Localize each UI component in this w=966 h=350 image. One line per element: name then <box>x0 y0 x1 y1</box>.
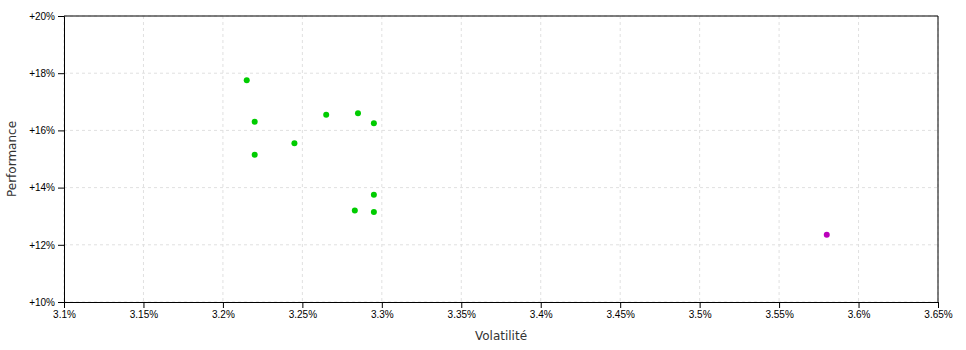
tick: +10% <box>29 297 64 308</box>
tick-mark <box>58 188 64 189</box>
tick: +18% <box>29 68 64 79</box>
tick-label: +10% <box>29 297 55 308</box>
tick-label: 3.6% <box>848 309 871 320</box>
grid-line-x <box>381 16 382 302</box>
grid-line-x <box>540 16 541 302</box>
tick-label: 3.3% <box>371 309 394 320</box>
tick-mark <box>58 130 64 131</box>
tick-mark <box>541 302 542 308</box>
tick-label: 3.15% <box>130 309 158 320</box>
tick: +12% <box>29 240 64 251</box>
tick-mark <box>382 302 383 308</box>
grid-line-x <box>143 16 144 302</box>
tick-label: +20% <box>29 11 55 22</box>
tick: 3.25% <box>289 302 317 320</box>
tick-mark <box>779 302 780 308</box>
tick-mark <box>223 302 224 308</box>
tick-label: 3.55% <box>765 309 793 320</box>
grid-line-y <box>64 73 938 74</box>
grid-line-x <box>222 16 223 302</box>
tick-mark <box>58 16 64 17</box>
plot: 3.1% 3.15% 3.2% 3.25% 3.3% 3.35% 3.4% 3.45% 3.5%… <box>29 11 953 320</box>
point <box>291 140 297 146</box>
tick-label: 3.1% <box>53 309 76 320</box>
tick: 3.55% <box>765 302 793 320</box>
tick-mark <box>700 302 701 308</box>
axis-line <box>58 17 65 303</box>
point <box>824 232 830 238</box>
tick: 3.3% <box>371 302 394 320</box>
tick: 3.2% <box>212 302 235 320</box>
point <box>244 77 250 83</box>
point <box>252 152 258 158</box>
tick-mark <box>859 302 860 308</box>
point <box>371 192 377 198</box>
tick-label: 3.4% <box>530 309 553 320</box>
y-axis-title: Performance <box>5 121 19 197</box>
x-axis: 3.1% 3.15% 3.2% 3.25% 3.3% 3.35% 3.4% 3.45% 3.5%… <box>53 302 953 320</box>
grid-line-x <box>302 16 303 302</box>
tick-mark <box>461 302 462 308</box>
tick-label: 3.45% <box>607 309 635 320</box>
tick: 3.65% <box>924 302 952 320</box>
tick: +14% <box>29 182 64 193</box>
chart: 3.1% 3.15% 3.2% 3.25% 3.3% 3.35% 3.4% 3.45% 3.5%… <box>0 0 966 350</box>
y-axis: +10% +12% +14% +16% +18% +20% <box>29 11 64 308</box>
grid-line-x <box>461 16 462 302</box>
tick: +16% <box>29 125 64 136</box>
tick-mark <box>620 302 621 308</box>
tick-label: 3.25% <box>289 309 317 320</box>
tick: 3.35% <box>448 302 476 320</box>
tick-mark <box>143 302 144 308</box>
tick-mark <box>58 302 64 303</box>
tick-mark <box>938 302 939 308</box>
grid-line-x <box>779 16 780 302</box>
grid-line-x <box>858 16 859 302</box>
point <box>371 209 377 215</box>
tick-label: +12% <box>29 240 55 251</box>
tick-label: +18% <box>29 68 55 79</box>
grid <box>64 16 938 302</box>
points <box>244 77 830 237</box>
grid-line-x <box>938 16 939 302</box>
tick-mark <box>58 245 64 246</box>
tick-mark <box>302 302 303 308</box>
point <box>355 110 361 116</box>
grid-line-x <box>620 16 621 302</box>
grid-line-y <box>64 130 938 131</box>
frame <box>938 16 939 302</box>
tick-label: 3.65% <box>924 309 952 320</box>
tick: 3.6% <box>848 302 871 320</box>
tick-label: +16% <box>29 125 55 136</box>
tick-label: +14% <box>29 182 55 193</box>
point <box>252 119 258 125</box>
tick-label: 3.2% <box>212 309 235 320</box>
tick: 3.1% <box>53 302 76 320</box>
x-axis-title: Volatilité <box>475 329 527 343</box>
grid-line-y <box>64 16 938 17</box>
tick: 3.4% <box>530 302 553 320</box>
point <box>352 207 358 213</box>
grid-line-y <box>64 187 938 188</box>
tick: +20% <box>29 11 64 22</box>
tick: 3.45% <box>607 302 635 320</box>
frame <box>64 16 938 17</box>
tick: 3.15% <box>130 302 158 320</box>
point <box>371 120 377 126</box>
grid-line-x <box>699 16 700 302</box>
tick: 3.5% <box>689 302 712 320</box>
point <box>323 112 329 118</box>
tick-label: 3.5% <box>689 309 712 320</box>
tick-label: 3.35% <box>448 309 476 320</box>
tick-mark <box>58 73 64 74</box>
grid-line-y <box>64 244 938 245</box>
axis-line <box>65 303 939 309</box>
